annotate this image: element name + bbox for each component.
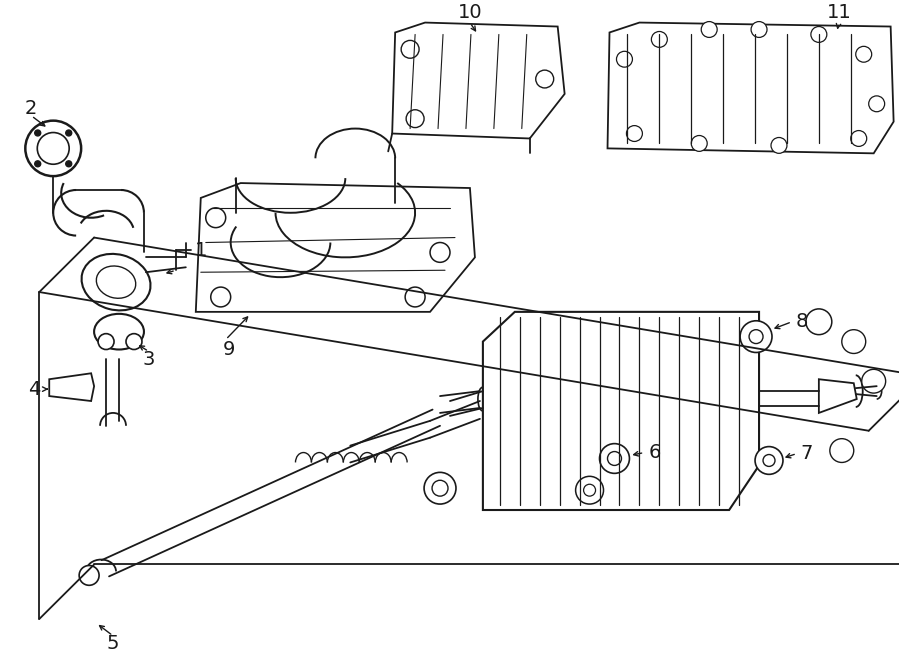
- Text: 10: 10: [457, 3, 482, 22]
- Circle shape: [98, 334, 114, 350]
- Circle shape: [652, 32, 667, 48]
- Circle shape: [37, 133, 69, 164]
- Circle shape: [856, 46, 872, 62]
- Circle shape: [771, 137, 787, 153]
- Ellipse shape: [94, 314, 144, 350]
- Circle shape: [755, 447, 783, 475]
- Polygon shape: [483, 312, 759, 510]
- Ellipse shape: [82, 254, 150, 311]
- Text: 11: 11: [826, 3, 851, 22]
- Circle shape: [811, 26, 827, 42]
- Circle shape: [868, 96, 885, 112]
- Circle shape: [626, 126, 643, 141]
- Text: 6: 6: [648, 443, 661, 462]
- Circle shape: [806, 309, 832, 334]
- Circle shape: [749, 330, 763, 344]
- Circle shape: [599, 444, 629, 473]
- Polygon shape: [392, 22, 564, 138]
- Circle shape: [424, 473, 456, 504]
- Circle shape: [752, 22, 767, 38]
- Circle shape: [211, 287, 230, 307]
- Circle shape: [740, 321, 772, 352]
- Circle shape: [608, 451, 622, 465]
- Circle shape: [842, 330, 866, 354]
- Circle shape: [830, 439, 854, 463]
- Circle shape: [616, 52, 633, 67]
- Text: 7: 7: [801, 444, 813, 463]
- Circle shape: [691, 136, 707, 151]
- Circle shape: [35, 161, 40, 167]
- Circle shape: [536, 70, 554, 88]
- Polygon shape: [819, 379, 857, 413]
- Circle shape: [206, 208, 226, 227]
- Circle shape: [861, 369, 886, 393]
- Circle shape: [25, 121, 81, 176]
- Circle shape: [405, 287, 425, 307]
- Ellipse shape: [96, 266, 136, 298]
- Circle shape: [850, 131, 867, 146]
- Text: 2: 2: [25, 99, 38, 118]
- Circle shape: [583, 485, 596, 496]
- Polygon shape: [50, 373, 94, 401]
- Circle shape: [126, 334, 142, 350]
- Text: 4: 4: [28, 379, 40, 399]
- Text: 1: 1: [194, 241, 207, 260]
- Circle shape: [401, 40, 419, 58]
- Text: 9: 9: [222, 340, 235, 359]
- Polygon shape: [608, 22, 894, 153]
- Circle shape: [432, 481, 448, 496]
- Circle shape: [701, 22, 717, 38]
- Text: 8: 8: [796, 312, 808, 331]
- Circle shape: [576, 477, 604, 504]
- Circle shape: [406, 110, 424, 128]
- Circle shape: [35, 130, 40, 136]
- Text: 5: 5: [107, 635, 120, 653]
- Circle shape: [430, 243, 450, 262]
- Polygon shape: [196, 183, 475, 312]
- Text: 3: 3: [143, 350, 155, 369]
- Circle shape: [66, 161, 72, 167]
- Circle shape: [79, 566, 99, 585]
- Circle shape: [66, 130, 72, 136]
- Circle shape: [763, 455, 775, 467]
